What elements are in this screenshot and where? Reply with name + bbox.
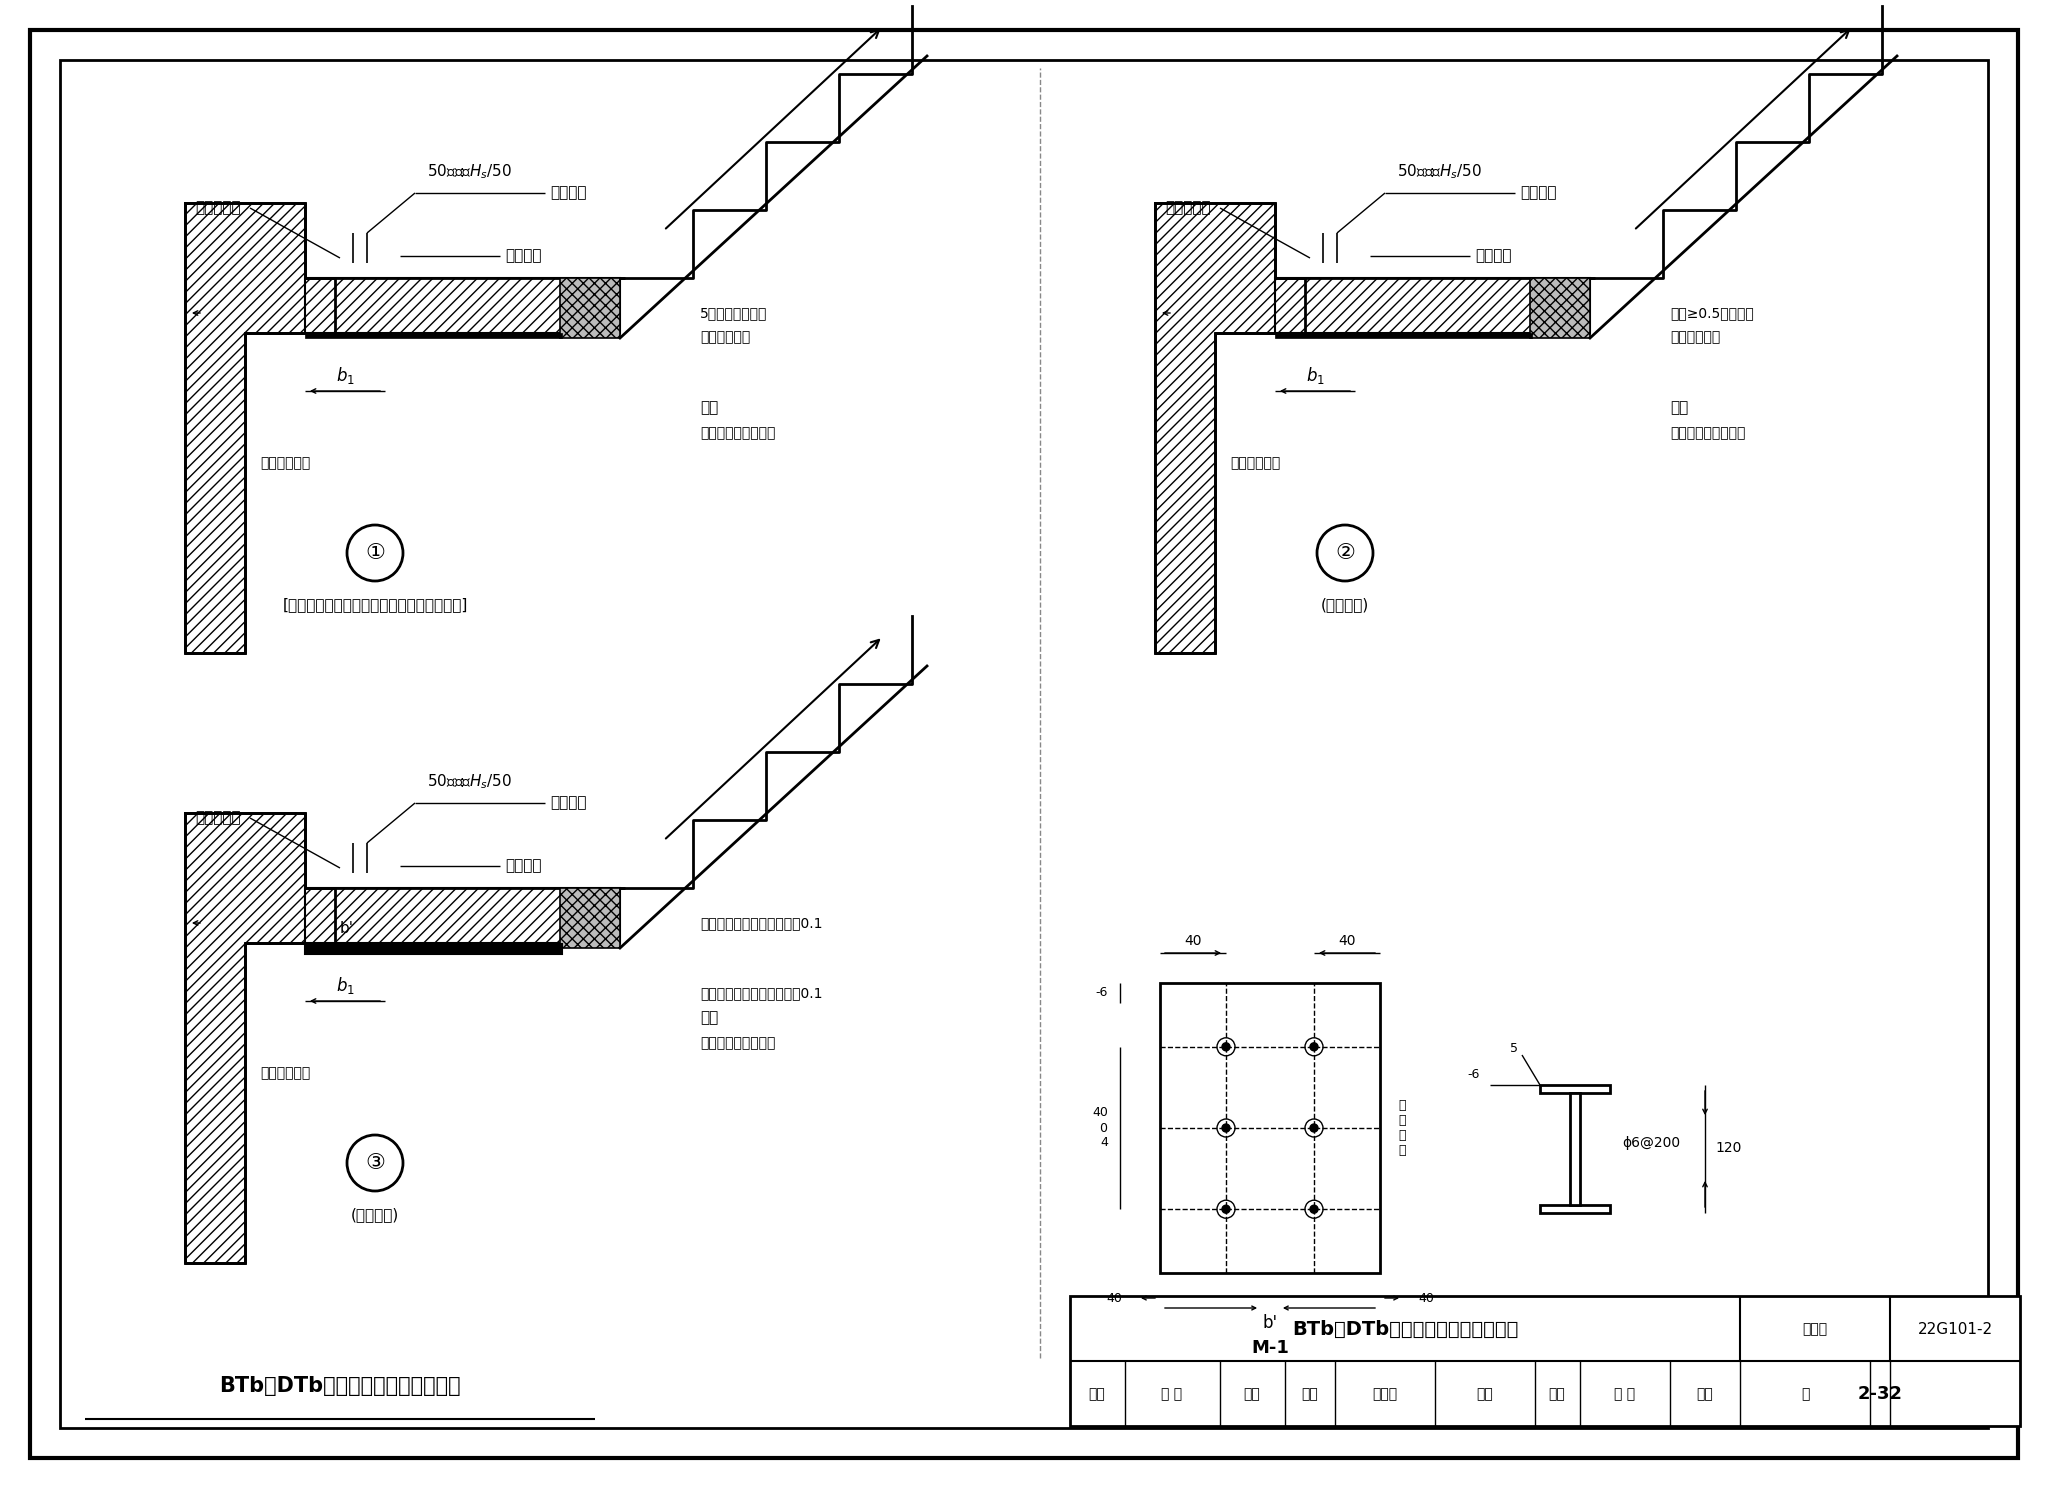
- Text: (设塑料片): (设塑料片): [1321, 598, 1370, 613]
- Bar: [305, 888, 621, 943]
- Text: 建筑处理: 建筑处理: [1520, 186, 1556, 201]
- Circle shape: [1223, 1043, 1231, 1051]
- Text: 挑板: 挑板: [700, 1010, 719, 1025]
- Text: (预埋钓板): (预埋钓板): [350, 1207, 399, 1223]
- Text: 签名: 签名: [1477, 1387, 1493, 1402]
- Text: 页: 页: [1800, 1387, 1808, 1402]
- Bar: [305, 949, 561, 954]
- Polygon shape: [184, 812, 336, 1263]
- Bar: [1276, 333, 1532, 338]
- Text: 建筑处理: 建筑处理: [551, 186, 586, 201]
- Bar: [305, 333, 561, 338]
- Text: 填充聚苯板: 填充聚苯板: [1165, 201, 1210, 216]
- Polygon shape: [184, 202, 336, 653]
- Circle shape: [1223, 1123, 1231, 1132]
- Text: 审核: 审核: [1090, 1387, 1106, 1402]
- Text: 2-32: 2-32: [1858, 1385, 1903, 1403]
- Text: b': b': [1262, 1314, 1278, 1332]
- Bar: [1571, 1094, 1579, 1205]
- Text: 张 明: 张 明: [1161, 1387, 1182, 1402]
- Bar: [1540, 1205, 1610, 1213]
- Text: ϕ6@200: ϕ6@200: [1622, 1135, 1679, 1150]
- Text: 图集号: 图集号: [1802, 1321, 1827, 1336]
- Text: 厚度不小于梯板厚度: 厚度不小于梯板厚度: [700, 426, 776, 440]
- Text: 宽度同踏步宽: 宽度同踏步宽: [700, 330, 750, 344]
- Text: ②: ②: [1335, 543, 1356, 562]
- Text: $b_1$: $b_1$: [1305, 365, 1325, 385]
- Bar: [1276, 278, 1589, 333]
- Polygon shape: [1155, 202, 1305, 653]
- Text: M-1: M-1: [1251, 1339, 1288, 1357]
- Text: 50，且＞$H_s$/50: 50，且＞$H_s$/50: [428, 772, 512, 792]
- Text: 不小于蹏步宽: 不小于蹏步宽: [260, 455, 309, 470]
- Text: 顶
板
厚
度: 顶 板 厚 度: [1399, 1100, 1405, 1158]
- Text: 建筑面层: 建筑面层: [506, 859, 541, 873]
- Text: 填充聚苯板: 填充聚苯板: [195, 201, 240, 216]
- Text: BTb、DTb型楼梯滑动支座构造详图: BTb、DTb型楼梯滑动支座构造详图: [1292, 1320, 1518, 1339]
- Text: BTb、DTb型楼梯滑动支座构造详图: BTb、DTb型楼梯滑动支座构造详图: [219, 1376, 461, 1396]
- Text: 挑板: 挑板: [1669, 400, 1688, 415]
- Circle shape: [1223, 1205, 1231, 1213]
- Text: 校对: 校对: [1303, 1387, 1319, 1402]
- Text: 40: 40: [1106, 1292, 1122, 1305]
- Text: 厚度不小于梯板厚度: 厚度不小于梯板厚度: [700, 1036, 776, 1051]
- Text: 22G101-2: 22G101-2: [1917, 1321, 1993, 1336]
- Text: 50，且＞$H_s$/50: 50，且＞$H_s$/50: [1397, 162, 1483, 182]
- Text: 40
 0
4: 40 0 4: [1092, 1107, 1108, 1150]
- Bar: [1530, 278, 1589, 338]
- Text: 付国顺: 付国顺: [1372, 1387, 1397, 1402]
- Text: 40: 40: [1184, 934, 1202, 948]
- Circle shape: [1311, 1205, 1319, 1213]
- Bar: [1540, 1085, 1610, 1094]
- Text: 钢板之间满铺石墨粉，厚约0.1: 钢板之间满铺石墨粉，厚约0.1: [700, 917, 823, 930]
- Text: 李 波: 李 波: [1614, 1387, 1636, 1402]
- Text: $b_1$: $b_1$: [336, 975, 354, 995]
- Text: 宽度同踏步宽: 宽度同踏步宽: [1669, 330, 1720, 344]
- Bar: [559, 888, 621, 948]
- Text: ①: ①: [365, 543, 385, 562]
- Text: 建筑面层: 建筑面层: [506, 248, 541, 263]
- Text: $b_1$: $b_1$: [336, 365, 354, 385]
- Text: 40: 40: [1417, 1292, 1434, 1305]
- Text: 钓板之间满铺石墨粉，厚约0.1: 钓板之间满铺石墨粉，厚约0.1: [700, 987, 823, 1000]
- Text: 填充聚苯板: 填充聚苯板: [195, 811, 240, 826]
- Text: 5: 5: [1509, 1042, 1518, 1055]
- Text: -6: -6: [1096, 987, 1108, 1000]
- Bar: [1159, 984, 1380, 1274]
- Text: 两层≥0.5厚塑料片: 两层≥0.5厚塑料片: [1669, 307, 1753, 320]
- Bar: [559, 278, 621, 338]
- Text: M-1: M-1: [426, 943, 451, 958]
- Text: 厚度不小于梯板厚度: 厚度不小于梯板厚度: [1669, 426, 1745, 440]
- Text: 50，且＞$H_s$/50: 50，且＞$H_s$/50: [428, 162, 512, 182]
- Circle shape: [1311, 1043, 1319, 1051]
- Text: 呓呓: 呓呓: [1243, 1387, 1260, 1402]
- Text: 40: 40: [1337, 934, 1356, 948]
- Text: 5厚聚四氟乙烯板: 5厚聚四氟乙烯板: [700, 307, 768, 320]
- Text: 不小于蹏步宽: 不小于蹏步宽: [260, 1065, 309, 1080]
- Text: b': b': [340, 921, 354, 936]
- Bar: [305, 278, 621, 333]
- Text: 多板: 多板: [1696, 1387, 1714, 1402]
- Bar: [1069, 1296, 2019, 1426]
- Text: 120: 120: [1714, 1141, 1741, 1155]
- Circle shape: [1311, 1123, 1319, 1132]
- Text: 设计: 设计: [1548, 1387, 1565, 1402]
- Bar: [305, 943, 561, 948]
- Text: [设聚四氟乙烯帮板（用胶粘干混凝土面上）]: [设聚四氟乙烯帮板（用胶粘干混凝土面上）]: [283, 598, 467, 613]
- Text: 挑板: 挑板: [700, 400, 719, 415]
- Text: 建筑面层: 建筑面层: [1475, 248, 1511, 263]
- Text: ③: ③: [365, 1153, 385, 1173]
- Text: 不小于蹏步宽: 不小于蹏步宽: [1231, 455, 1280, 470]
- Text: 建筑处理: 建筑处理: [551, 796, 586, 811]
- Text: -6: -6: [1468, 1068, 1481, 1082]
